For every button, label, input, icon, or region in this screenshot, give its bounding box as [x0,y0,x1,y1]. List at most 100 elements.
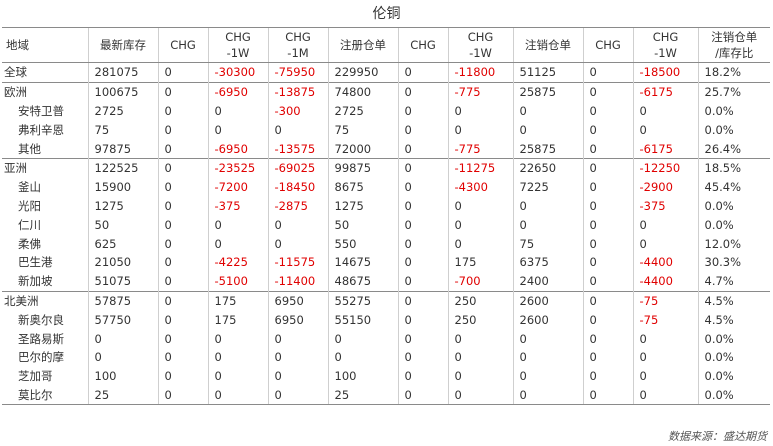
table-cell: 0 [207,215,268,235]
table-cell: 8675 [327,177,398,197]
table-cell: 0 [267,215,328,235]
table-cell: 2725 [327,101,398,121]
row-label: 全球 [2,62,88,83]
table-cell: -6950 [207,81,268,102]
table-cell: 0 [632,120,698,140]
table-row-location: 柔佛 625 0 0 0 550 0 0 75 0 0 12.0% [2,234,770,253]
table-cell: 0 [447,366,513,386]
table-cell: 0 [582,196,633,216]
table-row-location: 巴尔的摩 0 0 0 0 0 0 0 0 0 0 0.0% [2,347,770,367]
table-cell: 0 [87,329,158,348]
table-cell: 0.0% [697,385,770,406]
table-cell: 0 [157,290,208,311]
table-cell: 0 [582,139,633,159]
table-cell: 0 [207,366,268,386]
row-label: 釜山 [18,180,41,195]
column-header-text: CHG [595,38,621,52]
row-label: 亚洲 [2,157,88,178]
table-cell: 74800 [327,81,398,102]
table-cell: 175 [207,310,268,330]
row-label: 新加坡 [18,274,53,289]
table-cell: 0 [207,385,268,406]
column-header-text: /库存比 [715,46,754,60]
table-cell: 30.3% [697,252,770,272]
table-cell: 0 [157,62,208,83]
table-row-region: 全球 281075 0 -30300 -75950 229950 0 -11800 51125 0… [2,62,770,83]
table-cell: 0 [397,347,448,367]
table-cell: 0 [207,347,268,367]
table-row-location: 新加坡 51075 0 -5100 -11400 48675 0 -700 2400 0 -4400… [2,271,770,292]
table-cell: 0 [512,347,583,367]
column-header-text: -1W [654,46,677,60]
table-cell: 45.4% [697,177,770,197]
table-cell: -6175 [632,139,698,159]
column-header: 地域 [2,27,88,63]
table-cell: 0 [582,62,633,83]
table-cell: 0 [397,310,448,330]
table-cell: 0.0% [697,101,770,121]
table-cell: -75950 [267,62,328,83]
table-cell: 99875 [327,157,398,178]
column-header-text: 地域 [6,38,29,52]
table-cell: 6950 [267,290,328,311]
table-cell: 0 [157,252,208,272]
table-cell: 0 [512,329,583,348]
column-header-text: -1M [287,46,309,60]
table-cell: 1275 [87,196,158,216]
column-header: 注册仓单 [327,27,398,63]
column-header: CHG [157,27,208,63]
table-cell: 0 [447,120,513,140]
table-cell: 550 [327,234,398,253]
table-cell: 0 [582,81,633,102]
table-cell: 14675 [327,252,398,272]
table-cell: -775 [447,81,513,102]
table-cell: 0 [512,196,583,216]
table-row-region: 北美洲 57875 0 175 6950 55275 0 250 2600 0 -75 4.5% [2,290,770,311]
table-cell: 1275 [327,196,398,216]
table-cell: 0 [157,139,208,159]
table-cell: 6950 [267,310,328,330]
table-cell: 0 [157,234,208,253]
table-row-region: 亚洲 122525 0 -23525 -69025 99875 0 -11275 22650 0-… [2,157,770,178]
table-cell: 0 [397,252,448,272]
table-cell: 0 [327,347,398,367]
table-cell: 0 [632,329,698,348]
table-cell: 0 [157,81,208,102]
table-cell: 0 [397,177,448,197]
table-cell: -30300 [207,62,268,83]
table-cell: -75 [632,310,698,330]
table-cell: 0 [207,329,268,348]
table-row-location: 芝加哥 100 0 0 0 100 0 0 0 0 0 0.0% [2,366,770,386]
table-cell: 0.0% [697,329,770,348]
table-cell: 250 [447,290,513,311]
table-cell: 0 [447,101,513,121]
table-cell: 0 [632,215,698,235]
table-cell: -23525 [207,157,268,178]
table-cell: 25 [327,385,398,406]
table-cell: 0 [582,252,633,272]
table-cell: 0 [512,366,583,386]
table-cell: 0 [267,234,328,253]
table-cell: 122525 [87,157,158,178]
table-cell: -11800 [447,62,513,83]
table-cell: 0 [447,347,513,367]
table-cell: -4400 [632,252,698,272]
column-header-text: CHG [467,30,494,44]
data-source-note: 数据来源：盛达期货 [668,430,767,443]
table-cell: 4.5% [697,310,770,330]
column-header-text: 最新库存 [100,38,146,52]
table-row-location: 巴生港 21050 0 -4225 -11575 14675 0 175 6375 0 -4400 3… [2,252,770,272]
table-cell: 2600 [512,310,583,330]
copper-inventory-table: 地域 最新库存 CHG CHG -1W CHG -1M 注册仓单 CHG CHG -1W 注销仓单 CH… [2,27,770,406]
row-label: 圣路易斯 [18,331,64,346]
table-cell: -4300 [447,177,513,197]
table-cell: 22650 [512,157,583,178]
table-cell: 0 [267,366,328,386]
table-cell: 100 [87,366,158,386]
table-body: 全球 281075 0 -30300 -75950 229950 0 -11800 51125 0… [2,62,770,406]
table-cell: 51125 [512,62,583,83]
table-cell: 0 [582,271,633,292]
column-header-text: 注销仓单 [711,30,758,44]
table-cell: -5100 [207,271,268,292]
table-cell: 0 [397,385,448,406]
